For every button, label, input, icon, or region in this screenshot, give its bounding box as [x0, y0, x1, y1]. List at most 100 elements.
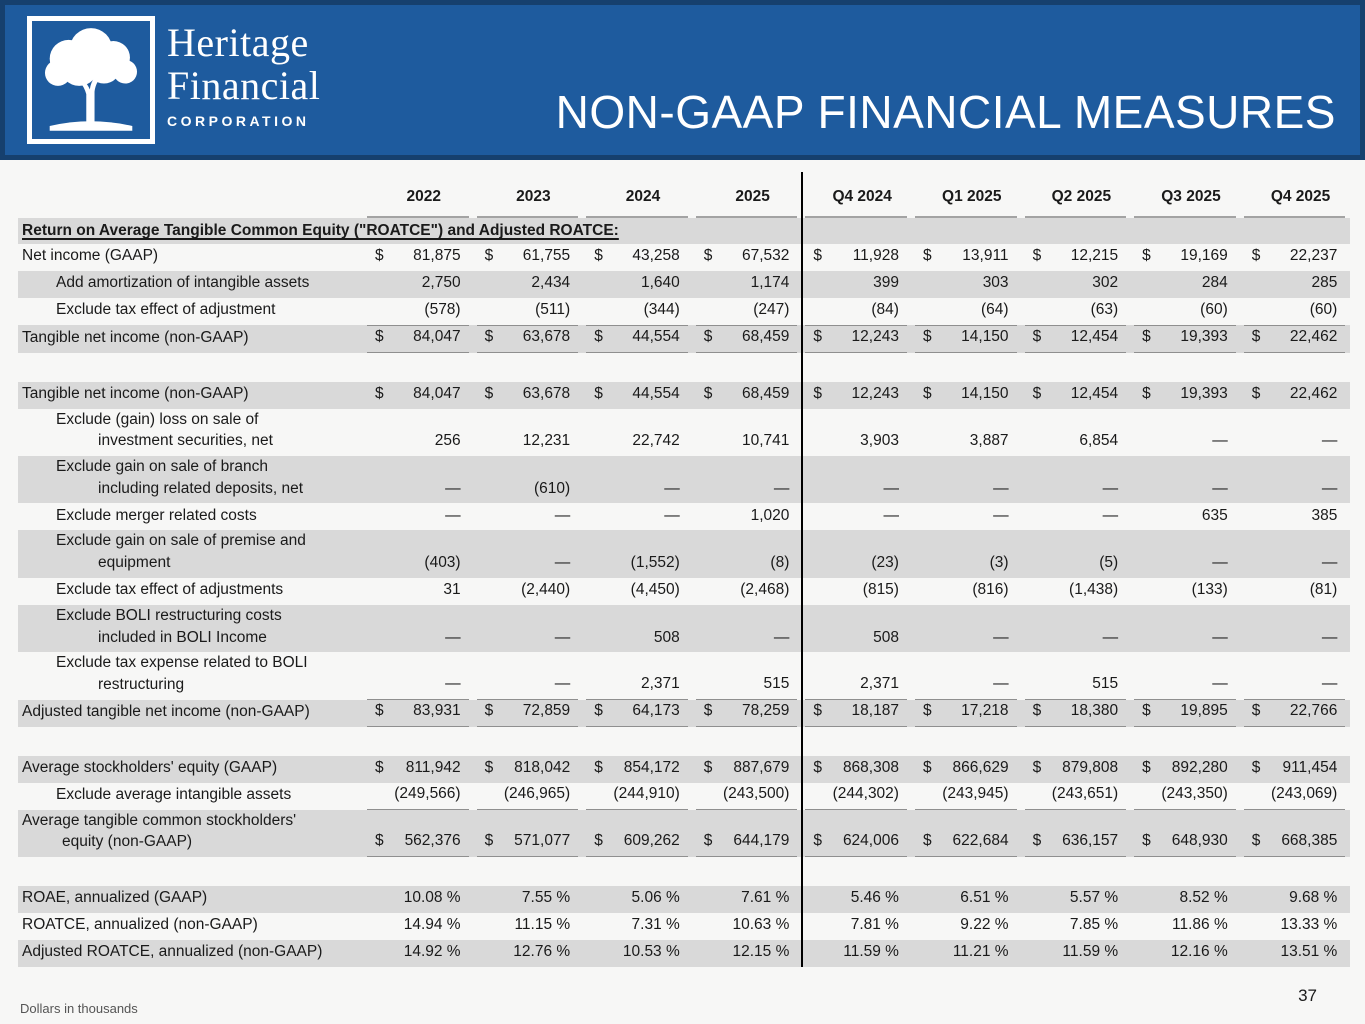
cell-value: (23)	[871, 554, 899, 572]
table-row: ROAE, annualized (GAAP) 10.08 % 7.55 % 5.06…	[18, 885, 1350, 913]
cell-value: 83,931	[413, 701, 461, 719]
cell-value: 13.33 %	[1280, 916, 1338, 934]
table-cell: 6,854	[1025, 430, 1127, 456]
financials-table: 2022 2023 2024 2025 Q4 2024 Q1 2025 Q2 2025 Q3 …	[18, 172, 1350, 967]
table-cell: 13.51 %	[1244, 941, 1346, 967]
logo-corporation-label: CORPORATION	[167, 113, 310, 130]
table-cell: (84)	[805, 299, 907, 325]
table-cell: (60)	[1244, 299, 1346, 325]
table-cell: 14.94 %	[367, 914, 469, 940]
table-cell: (4,450)	[586, 579, 688, 605]
table-cell: (249,566)	[367, 783, 469, 810]
table-cell: (3)	[915, 552, 1017, 578]
table-cell: $892,280	[1134, 757, 1236, 783]
cell-value: 12.16 %	[1170, 943, 1228, 961]
table-cell: 7.85 %	[1025, 914, 1127, 940]
table-cell: 303	[915, 272, 1017, 298]
cell-value: 22,742	[632, 432, 680, 450]
cell-value: —	[773, 479, 790, 497]
cell-value: 5.57 %	[1069, 889, 1119, 907]
cell-value: 68,459	[741, 385, 790, 402]
cell-value: 879,808	[1062, 758, 1119, 776]
cell-value: 22,766	[1289, 701, 1338, 719]
currency-symbol: $	[813, 385, 822, 402]
cell-value: (60)	[1200, 301, 1228, 319]
table-cell: (511)	[477, 299, 579, 325]
cell-value: —	[773, 628, 790, 646]
cell-value: 17,218	[961, 701, 1009, 719]
table-cell: 11.86 %	[1134, 914, 1236, 940]
table-cell: $78,259	[695, 700, 798, 727]
cell-value: 818,042	[514, 758, 571, 776]
table-cell: —	[1134, 430, 1236, 456]
table-cell: $571,077	[476, 830, 579, 857]
table-row: Add amortization of intangible assets 2,7…	[18, 271, 1350, 298]
cell-value: —	[883, 479, 899, 497]
cell-value: —	[1321, 554, 1338, 572]
table-cell: 6.51 %	[915, 887, 1017, 913]
table-cell: $61,755	[477, 245, 579, 271]
cell-value: —	[993, 479, 1009, 497]
currency-symbol: $	[1251, 758, 1261, 776]
table-cell: 3,903	[805, 430, 907, 456]
cell-value: 11.15 %	[514, 916, 571, 934]
row-label: Average stockholders' equity (GAAP)	[22, 758, 278, 776]
currency-symbol: $	[1032, 328, 1042, 345]
cell-value: 84,047	[413, 328, 461, 345]
cell-value: 854,172	[623, 758, 680, 776]
table-cell: 7.31 %	[586, 914, 688, 940]
cell-value: (816)	[972, 581, 1009, 599]
currency-symbol: $	[922, 247, 932, 265]
spacer-row	[18, 353, 1350, 382]
cell-value: 648,930	[1171, 832, 1228, 850]
table-cell: (244,910)	[586, 783, 688, 810]
row-label: Tangible net income (non-GAAP)	[22, 385, 249, 402]
currency-symbol: $	[1032, 247, 1042, 265]
cell-value: 18,187	[851, 701, 899, 719]
table-cell: —	[1134, 673, 1236, 700]
currency-symbol: $	[703, 701, 713, 719]
cell-value: 1,640	[640, 274, 680, 292]
cell-value: 64,173	[632, 701, 680, 719]
cell-value: 1,174	[750, 274, 790, 292]
table-cell: $854,172	[586, 757, 688, 783]
cell-value: 887,679	[733, 758, 790, 776]
currency-symbol: $	[594, 385, 603, 402]
cell-value: 622,684	[952, 832, 1009, 850]
table-cell: $868,308	[805, 757, 907, 783]
table-cell: $818,042	[477, 757, 579, 783]
table-cell: 10,741	[696, 430, 798, 456]
table-cell: (815)	[805, 579, 907, 605]
cell-value: 44,554	[632, 328, 680, 345]
table-cell: $624,006	[805, 830, 907, 857]
cell-value: —	[445, 674, 461, 692]
currency-symbol: $	[813, 758, 822, 776]
table-row: Exclude tax effect of adjustments 31 (2,44…	[18, 578, 1350, 605]
cell-value: 61,755	[522, 247, 571, 265]
table-cell: $622,684	[914, 830, 1017, 857]
cell-value: —	[1212, 432, 1228, 450]
cell-value: (249,566)	[394, 784, 461, 802]
table-row: Exclude tax effect of adjustment (578) (51…	[18, 298, 1350, 325]
table-cell: 635	[1134, 505, 1236, 531]
table-cell: 284	[1134, 272, 1236, 298]
spacer-row	[18, 727, 1350, 756]
row-label: Exclude tax expense related to BOLI rest…	[56, 654, 308, 693]
table-cell: $12,215	[1025, 245, 1127, 271]
section-header: Return on Average Tangible Common Equity…	[22, 222, 619, 239]
table-cell: 1,020	[696, 505, 798, 531]
cell-value: 7.85 %	[1069, 916, 1119, 934]
currency-symbol: $	[703, 247, 713, 265]
table-cell: —	[805, 478, 907, 504]
cell-value: (2,468)	[740, 581, 790, 599]
cell-value: 14.92 %	[403, 943, 461, 961]
table-cell: $83,931	[367, 700, 469, 727]
table-cell: $11,928	[805, 245, 907, 271]
table-cell: $811,942	[367, 757, 469, 783]
cell-value: —	[554, 674, 571, 692]
cell-value: 285	[1311, 274, 1338, 292]
cell-value: 13,911	[962, 247, 1009, 265]
currency-symbol: $	[922, 701, 932, 719]
logo-name-line1: Heritage	[167, 20, 309, 65]
cell-value: —	[554, 506, 571, 524]
